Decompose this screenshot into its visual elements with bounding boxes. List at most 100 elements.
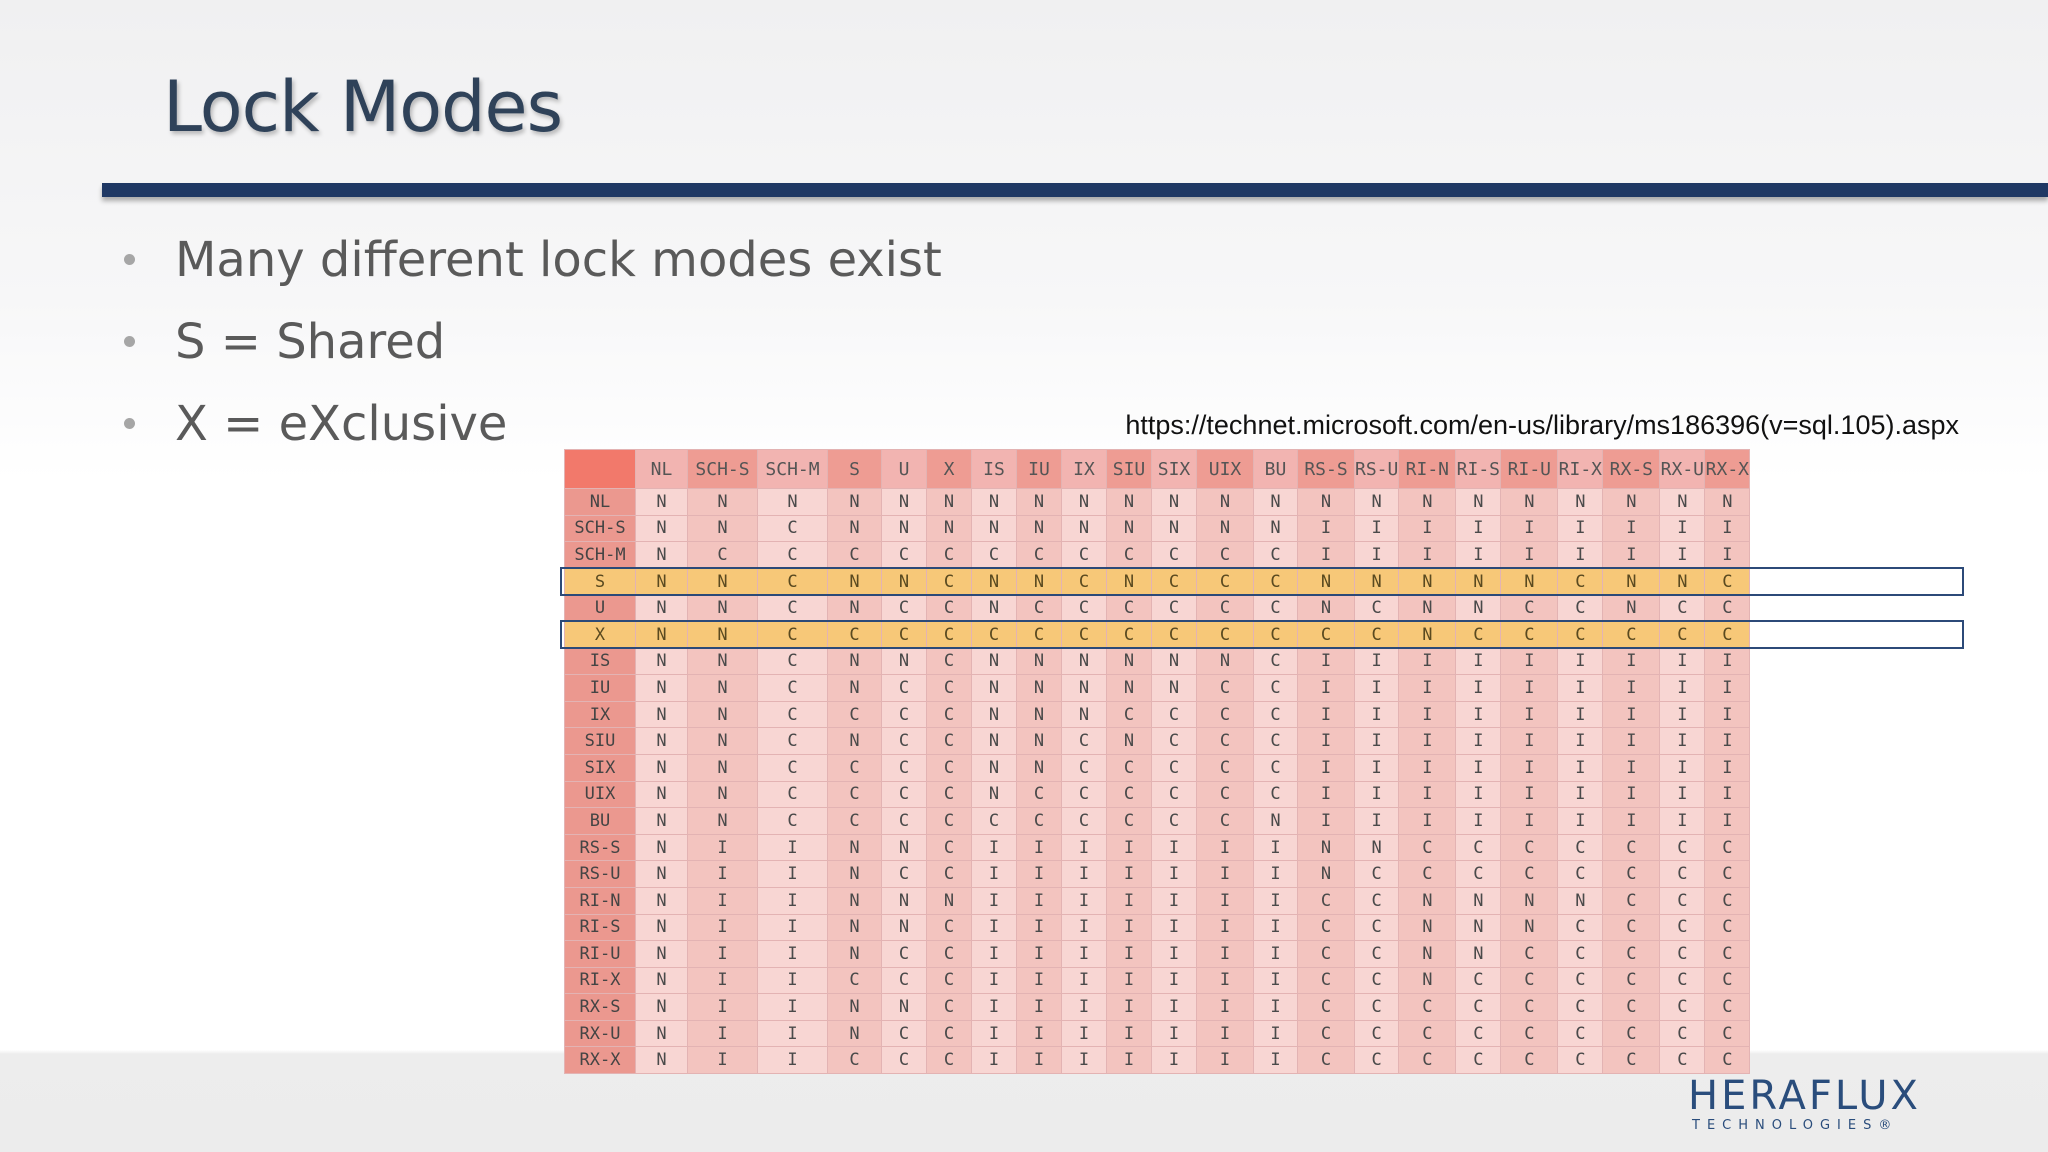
matrix-cell: C (971, 541, 1017, 569)
matrix-cell: N (827, 727, 882, 755)
matrix-cell: C (1297, 620, 1355, 649)
matrix-cell: I (1659, 780, 1706, 809)
matrix-cell: I (1151, 966, 1197, 995)
matrix-cell: I (971, 886, 1017, 915)
matrix-cell: C (827, 541, 882, 569)
matrix-row-header: RS-S (564, 833, 636, 862)
matrix-cell: I (687, 1019, 758, 1048)
matrix-cell: I (1455, 674, 1502, 702)
matrix-cell: N (971, 674, 1017, 702)
matrix-cell: C (757, 753, 828, 782)
matrix-col-header: RS-U (1353, 449, 1400, 489)
matrix-cell: I (1016, 833, 1062, 862)
matrix-cell: I (1557, 780, 1604, 809)
matrix-cell: C (1455, 1019, 1502, 1048)
matrix-cell: I (1398, 727, 1457, 755)
matrix-cell: I (687, 1046, 758, 1075)
matrix-cell: I (1455, 700, 1502, 729)
matrix-cell: I (1500, 647, 1559, 676)
matrix-cell: C (1557, 1046, 1604, 1075)
matrix-cell: N (1297, 567, 1355, 596)
matrix-cell: I (1297, 647, 1355, 676)
matrix-cell: I (1253, 860, 1298, 888)
matrix-cell: C (1704, 594, 1751, 622)
matrix-cell: N (687, 620, 758, 649)
matrix-cell: I (1704, 514, 1751, 543)
bullet-item: Many different lock modes exist (120, 226, 942, 308)
matrix-cell: C (926, 1019, 972, 1048)
matrix-col-header: IU (1016, 449, 1062, 489)
matrix-cell: C (1353, 594, 1400, 622)
matrix-cell: C (1500, 833, 1559, 862)
matrix-cell: I (1196, 966, 1254, 995)
matrix-cell: C (1500, 620, 1559, 649)
matrix-cell: I (1253, 886, 1298, 915)
matrix-cell: C (827, 620, 882, 649)
matrix-cell: I (1151, 886, 1197, 915)
matrix-cell: C (827, 1046, 882, 1075)
matrix-cell: C (1196, 620, 1254, 649)
matrix-cell: C (1557, 620, 1604, 649)
matrix-cell: C (1061, 753, 1107, 782)
matrix-cell: I (757, 1046, 828, 1075)
matrix-cell: I (1253, 1019, 1298, 1048)
matrix-cell: N (635, 700, 688, 729)
matrix-cell: N (635, 727, 688, 755)
matrix-cell: N (635, 753, 688, 782)
matrix-row-header: IS (564, 647, 636, 676)
matrix-cell: C (926, 541, 972, 569)
matrix-cell: I (971, 913, 1017, 942)
matrix-cell: C (1602, 993, 1661, 1021)
matrix-cell: N (687, 807, 758, 835)
matrix-col-header: RI-U (1500, 449, 1559, 489)
matrix-cell: I (1602, 674, 1661, 702)
matrix-cell: N (1398, 966, 1457, 995)
matrix-cell: I (1500, 674, 1559, 702)
matrix-cell: C (1659, 1046, 1706, 1075)
matrix-cell: C (1557, 966, 1604, 995)
matrix-cell: C (1196, 753, 1254, 782)
matrix-cell: N (635, 488, 688, 516)
matrix-cell: N (687, 594, 758, 622)
matrix-cell: I (971, 940, 1017, 968)
bullet-item: S = Shared (120, 308, 942, 390)
matrix-row: RS-U N I I N C C I I I I I I I N C C C C C C C C (564, 860, 1751, 888)
matrix-cell: C (1196, 594, 1254, 622)
matrix-cell: C (881, 1019, 927, 1048)
matrix-cell: C (1297, 966, 1355, 995)
matrix-cell: I (1455, 541, 1502, 569)
matrix-cell: I (757, 940, 828, 968)
matrix-col-header: SCH-S (687, 449, 758, 489)
matrix-cell: C (1061, 594, 1107, 622)
matrix-cell: C (1500, 966, 1559, 995)
matrix-cell: C (1557, 833, 1604, 862)
matrix-cell: C (1659, 860, 1706, 888)
matrix-cell: I (1353, 700, 1400, 729)
matrix-cell: N (971, 753, 1017, 782)
matrix-cell: N (971, 488, 1017, 516)
matrix-cell: C (1500, 1019, 1559, 1048)
matrix-col-header: RI-S (1455, 449, 1502, 489)
matrix-cell: C (926, 647, 972, 676)
matrix-cell: C (1016, 620, 1062, 649)
matrix-cell: N (1602, 594, 1661, 622)
matrix-cell: C (971, 620, 1017, 649)
matrix-col-header: SIX (1151, 449, 1197, 489)
matrix-cell: I (1297, 780, 1355, 809)
matrix-cell: N (881, 833, 927, 862)
title-underline-bar (102, 183, 2048, 197)
matrix-cell: I (1297, 541, 1355, 569)
matrix-cell: I (1557, 647, 1604, 676)
matrix-cell: C (1659, 913, 1706, 942)
matrix-cell: N (1398, 886, 1457, 915)
matrix-cell: C (881, 700, 927, 729)
matrix-cell: I (1253, 833, 1298, 862)
matrix-cell: N (827, 514, 882, 543)
matrix-cell: N (635, 620, 688, 649)
matrix-cell: N (827, 594, 882, 622)
matrix-cell: I (1196, 886, 1254, 915)
logo-wordmark: HERAFLUX (1688, 1073, 1921, 1119)
matrix-cell: I (1398, 780, 1457, 809)
matrix-cell: C (1353, 1046, 1400, 1075)
matrix-cell: C (1106, 541, 1152, 569)
